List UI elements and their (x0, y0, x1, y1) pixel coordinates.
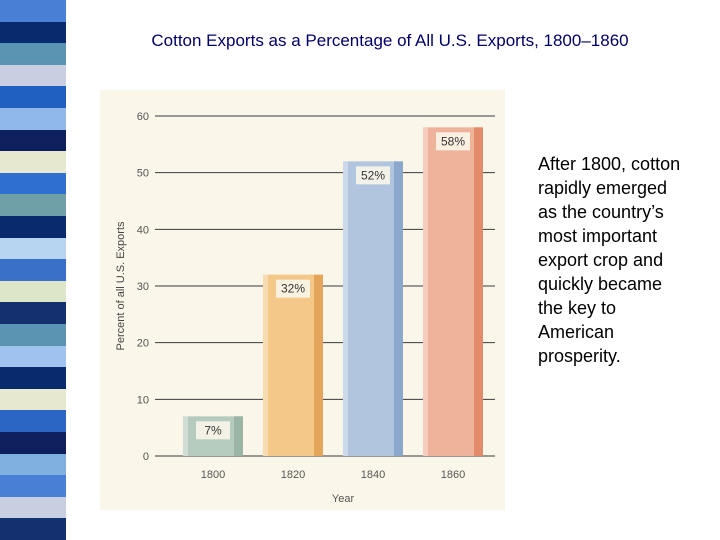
cotton-exports-bar-chart: 0 10 20 30 40 50 60 7% 1800 32% 1820 52% 1840 58% 1860… (100, 90, 505, 510)
strip-square (0, 259, 66, 282)
strip-square (0, 86, 66, 109)
strip-square (0, 432, 66, 455)
data-label-box (196, 421, 230, 440)
data-label: 52% (361, 168, 385, 182)
strip-square (0, 64, 66, 87)
x-tick-label: 1840 (361, 469, 385, 481)
strip-square (0, 518, 66, 540)
x-tick-label: 1820 (281, 469, 305, 481)
data-label: 7% (204, 423, 222, 437)
x-tick-label: 1800 (201, 469, 225, 481)
y-tick-label: 60 (137, 111, 149, 123)
bar-highlight (343, 161, 348, 456)
bar-shade (394, 161, 403, 456)
strip-square (0, 496, 66, 519)
bar (263, 274, 323, 456)
bar (343, 161, 403, 456)
strip-square (0, 324, 66, 347)
bar-shade (234, 416, 243, 456)
data-label-box (436, 132, 470, 151)
strip-square (0, 302, 66, 325)
bar-highlight (263, 274, 268, 456)
data-label-box (356, 166, 390, 185)
x-axis-title: Year (332, 493, 355, 505)
strip-square (0, 280, 66, 303)
y-tick-label: 40 (137, 224, 149, 236)
strip-square (0, 453, 66, 476)
bar-shade (314, 274, 323, 456)
strip-square (0, 108, 66, 131)
strip-square (0, 410, 66, 433)
y-tick-label: 50 (137, 168, 149, 180)
strip-square (0, 0, 66, 23)
y-tick-label: 0 (143, 451, 149, 463)
strip-square (0, 129, 66, 152)
strip-square (0, 345, 66, 368)
bar-shade (474, 127, 483, 457)
x-tick-label: 1860 (441, 469, 465, 481)
slide-title: Cotton Exports as a Percentage of All U.… (151, 31, 629, 50)
decorative-color-strip (0, 0, 66, 540)
bar-highlight (183, 416, 188, 456)
strip-square (0, 216, 66, 239)
y-axis-title: Percent of all U.S. Exports (115, 221, 127, 350)
strip-square (0, 151, 66, 174)
strip-square (0, 43, 66, 66)
strip-square (0, 194, 66, 217)
strip-square (0, 367, 66, 390)
y-tick-label: 10 (137, 394, 149, 406)
slide-side-text: After 1800, cotton rapidly emerged as th… (538, 154, 681, 366)
data-label: 58% (441, 134, 465, 148)
strip-square (0, 475, 66, 498)
strip-square (0, 172, 66, 195)
data-label-box (276, 279, 310, 298)
data-label: 32% (281, 282, 305, 296)
y-tick-label: 30 (137, 281, 149, 293)
strip-square (0, 21, 66, 44)
y-tick-label: 20 (137, 338, 149, 350)
strip-square (0, 237, 66, 260)
bar-highlight (423, 127, 428, 457)
strip-square (0, 388, 66, 411)
bar (423, 127, 483, 457)
